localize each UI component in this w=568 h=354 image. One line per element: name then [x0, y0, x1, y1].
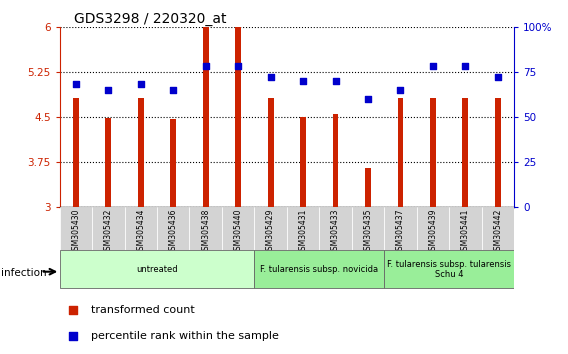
Text: GSM305437: GSM305437	[396, 209, 405, 255]
Bar	[73, 98, 79, 207]
Bar	[92, 207, 124, 250]
Text: F. tularensis subsp. novicida: F. tularensis subsp. novicida	[260, 265, 378, 274]
Text: GSM305441: GSM305441	[461, 209, 470, 255]
Point	[364, 96, 373, 102]
Text: GSM305439: GSM305439	[428, 209, 437, 255]
Bar	[482, 207, 514, 250]
Bar	[157, 207, 190, 250]
Text: GSM305433: GSM305433	[331, 209, 340, 255]
Text: GSM305436: GSM305436	[169, 209, 178, 255]
Bar	[60, 250, 254, 289]
Bar	[190, 207, 222, 250]
Point	[69, 333, 78, 339]
Point	[233, 63, 243, 69]
Bar	[384, 207, 417, 250]
Bar	[254, 207, 287, 250]
Bar	[398, 98, 403, 207]
Text: GSM305430: GSM305430	[72, 209, 80, 255]
Bar	[384, 250, 514, 289]
Bar	[462, 98, 468, 207]
Text: GSM305438: GSM305438	[201, 209, 210, 255]
Point	[428, 63, 437, 69]
Point	[396, 87, 405, 93]
Point	[201, 63, 210, 69]
Point	[104, 87, 113, 93]
Bar	[254, 250, 384, 289]
Point	[331, 78, 340, 84]
Bar	[495, 98, 501, 207]
Text: GDS3298 / 220320_at: GDS3298 / 220320_at	[74, 12, 226, 27]
Point	[72, 81, 81, 87]
Text: percentile rank within the sample: percentile rank within the sample	[91, 331, 279, 341]
Bar	[138, 98, 144, 207]
Bar	[203, 27, 208, 207]
Text: GSM305432: GSM305432	[104, 209, 113, 255]
Point	[266, 74, 275, 80]
Text: untreated: untreated	[136, 265, 178, 274]
Text: transformed count: transformed count	[91, 305, 195, 315]
Text: GSM305435: GSM305435	[364, 209, 373, 255]
Bar	[268, 98, 274, 207]
Bar	[417, 207, 449, 250]
Bar	[430, 98, 436, 207]
Bar	[222, 207, 254, 250]
Bar	[365, 168, 371, 207]
Bar	[170, 119, 176, 207]
Text: GSM305442: GSM305442	[494, 209, 502, 255]
Bar	[235, 27, 241, 207]
Point	[493, 74, 502, 80]
Text: GSM305440: GSM305440	[233, 209, 243, 255]
Bar	[333, 114, 339, 207]
Point	[136, 81, 145, 87]
Text: infection: infection	[1, 268, 47, 278]
Bar	[352, 207, 384, 250]
Point	[461, 63, 470, 69]
Bar	[300, 117, 306, 207]
Text: GSM305431: GSM305431	[299, 209, 307, 255]
Point	[69, 307, 78, 313]
Bar	[449, 207, 482, 250]
Point	[169, 87, 178, 93]
Bar	[106, 118, 111, 207]
Point	[299, 78, 308, 84]
Text: GSM305429: GSM305429	[266, 209, 275, 255]
Bar	[124, 207, 157, 250]
Bar	[287, 207, 319, 250]
Text: GSM305434: GSM305434	[136, 209, 145, 255]
Text: F. tularensis subsp. tularensis
Schu 4: F. tularensis subsp. tularensis Schu 4	[387, 260, 511, 279]
Bar	[60, 207, 92, 250]
Bar	[319, 207, 352, 250]
